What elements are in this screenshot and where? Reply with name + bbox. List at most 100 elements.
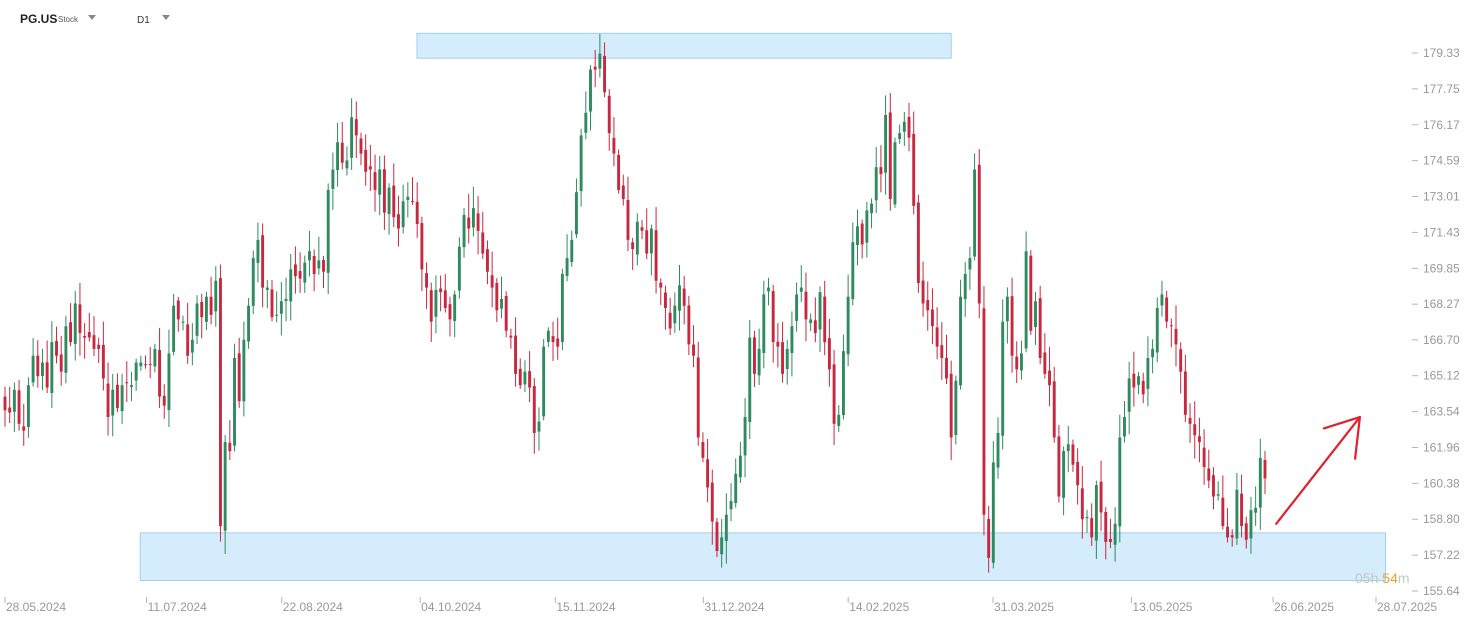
candle-body <box>663 292 667 309</box>
y-tick-label: 155.64 <box>1423 584 1460 598</box>
candle-body <box>275 314 279 316</box>
candle-body <box>898 133 902 140</box>
candle-body <box>490 275 494 288</box>
candle-body <box>846 296 850 355</box>
candle-body <box>181 321 185 323</box>
candle-body <box>1038 298 1042 358</box>
candle-body <box>734 473 738 503</box>
candle-body <box>968 258 972 270</box>
candle-body <box>743 417 747 456</box>
candle-body <box>172 305 176 352</box>
candle-body <box>959 296 962 386</box>
candle-body <box>720 537 724 555</box>
candle-body <box>457 246 461 291</box>
candle-body <box>322 259 325 272</box>
candle-body <box>621 185 625 200</box>
candle-body <box>860 223 864 245</box>
candle-body <box>532 386 536 433</box>
candle-body <box>228 442 232 452</box>
candle-body <box>593 66 597 70</box>
candle-body <box>1123 417 1126 437</box>
candle-body <box>200 301 204 318</box>
candle-body <box>767 287 770 292</box>
candle-body <box>443 290 447 309</box>
candle-body <box>926 300 930 311</box>
candle-body <box>537 421 541 432</box>
candle-body <box>795 294 799 321</box>
candle-body <box>921 280 925 304</box>
candle-body <box>1179 349 1183 372</box>
candle-body <box>303 262 307 283</box>
y-tick-label: 173.01 <box>1423 190 1460 204</box>
candle-body <box>678 285 681 311</box>
candle-body <box>1193 424 1197 436</box>
candle-body <box>1235 489 1239 539</box>
symbol-label[interactable]: PG.US <box>20 12 58 26</box>
x-tick-label: 31.03.2025 <box>994 600 1054 614</box>
candle-body <box>565 258 569 277</box>
candle-body <box>832 364 836 424</box>
candle-body <box>26 385 30 427</box>
candle-body <box>368 166 372 170</box>
candle-body <box>481 232 485 254</box>
candle-body <box>771 291 775 343</box>
candle-body <box>1024 251 1028 349</box>
candle-body <box>668 312 672 329</box>
candle-body <box>631 242 635 249</box>
candle-body <box>584 112 588 133</box>
candle-body <box>45 362 49 388</box>
candle-body <box>907 116 911 138</box>
candle-body <box>1127 378 1131 412</box>
symbol-dropdown-icon[interactable] <box>88 15 96 20</box>
candle-body <box>579 135 583 192</box>
candle-body <box>153 348 157 367</box>
y-tick-label: 168.27 <box>1423 297 1460 311</box>
candle-body <box>101 344 105 379</box>
candle-body <box>912 133 916 206</box>
candle-body <box>261 235 265 288</box>
candle-body <box>354 119 358 136</box>
y-tick-label: 157.22 <box>1423 548 1460 562</box>
candle-body <box>462 214 466 248</box>
candle-body <box>1099 481 1103 513</box>
candle-body <box>1151 348 1155 358</box>
candle-body <box>851 242 855 300</box>
candle-body <box>420 223 424 270</box>
candle-body <box>762 294 766 353</box>
asset-type-label: Stock <box>58 15 79 24</box>
y-tick-label: 179.33 <box>1423 46 1460 60</box>
candle-body <box>162 395 166 406</box>
y-tick-label: 166.70 <box>1423 333 1460 347</box>
candle-body <box>251 258 255 306</box>
candle-body <box>214 280 218 312</box>
candle-body <box>55 341 58 356</box>
candle-body <box>293 264 297 277</box>
candle-body <box>504 296 508 331</box>
candle-body <box>373 172 377 190</box>
timeframe-label[interactable]: D1 <box>137 15 150 26</box>
candle-body <box>603 55 607 93</box>
candle-body <box>289 269 293 302</box>
candle-body <box>3 396 7 411</box>
candle-body <box>940 345 944 358</box>
candle-body <box>518 368 522 386</box>
candle-body <box>724 514 728 542</box>
candle-body <box>1258 457 1262 508</box>
candle-body <box>1071 444 1075 465</box>
candle-body <box>626 200 630 240</box>
candle-body <box>195 303 199 336</box>
candle-body <box>1062 451 1066 498</box>
candle-body <box>83 335 87 338</box>
candle-body <box>1141 380 1145 395</box>
candle-body <box>991 462 995 563</box>
candle-body <box>1066 444 1070 452</box>
candle-body <box>92 335 96 349</box>
candle-body <box>308 251 311 261</box>
candle-body <box>729 501 733 510</box>
timeframe-dropdown-icon[interactable] <box>162 15 170 20</box>
candle-body <box>176 300 180 320</box>
y-tick-label: 174.59 <box>1423 154 1460 168</box>
candle-body <box>64 326 68 373</box>
candle-body <box>350 117 354 158</box>
